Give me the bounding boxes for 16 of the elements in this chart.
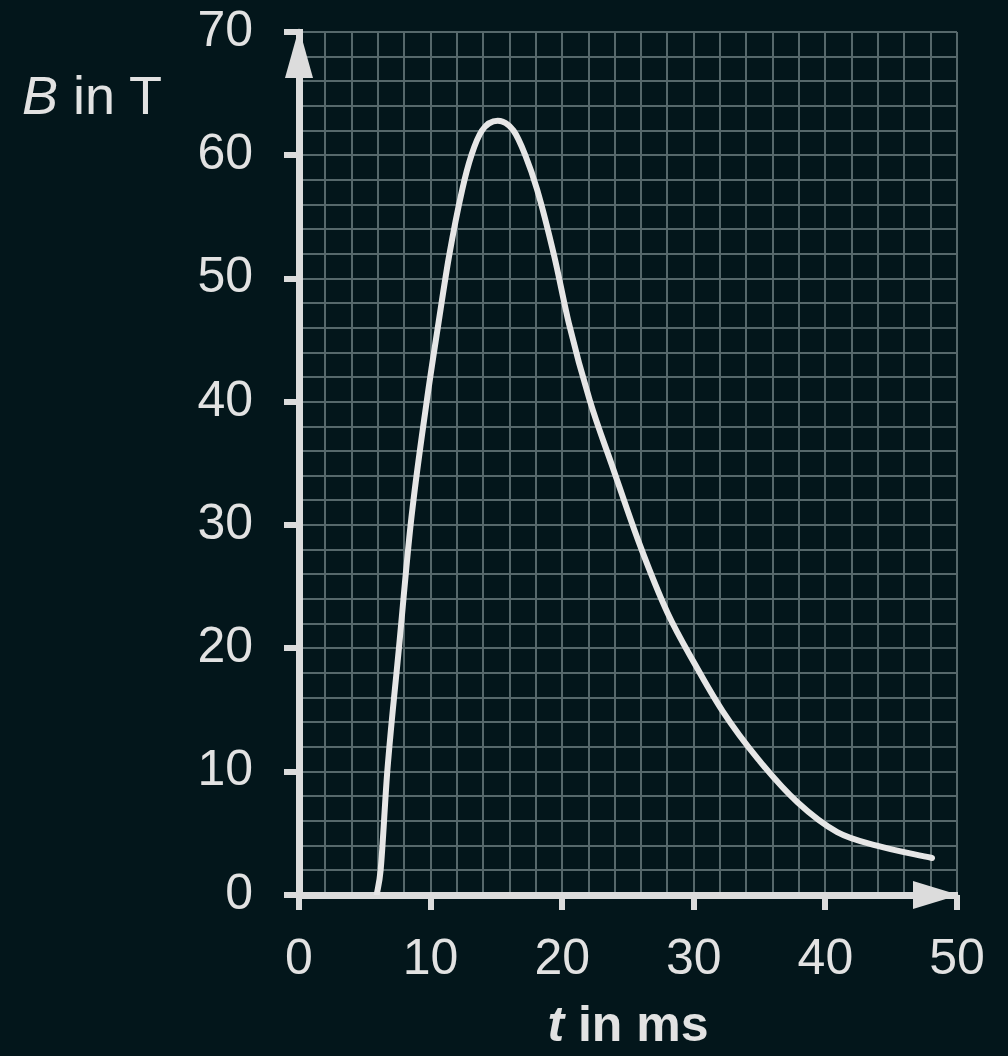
y-tick-label: 30 <box>197 493 253 550</box>
x-tick-label: 30 <box>665 928 722 985</box>
x-tick-label: 40 <box>797 928 854 985</box>
y-tick-label: 0 <box>225 863 253 920</box>
y-tick-label: 70 <box>197 0 253 57</box>
y-tick-label: 60 <box>197 124 253 181</box>
x-tick-label: 50 <box>929 928 985 985</box>
y-axis-title: B in T <box>22 65 163 125</box>
y-tick-label: 10 <box>197 740 253 797</box>
x-tick-label: 20 <box>534 928 591 985</box>
x-tick-label: 0 <box>285 928 313 985</box>
x-tick-label: 10 <box>402 928 459 985</box>
x-axis-title: t in ms <box>546 996 710 1052</box>
y-tick-label: 40 <box>197 370 253 427</box>
y-tick-label: 20 <box>197 617 253 674</box>
y-tick-label: 50 <box>197 247 253 304</box>
